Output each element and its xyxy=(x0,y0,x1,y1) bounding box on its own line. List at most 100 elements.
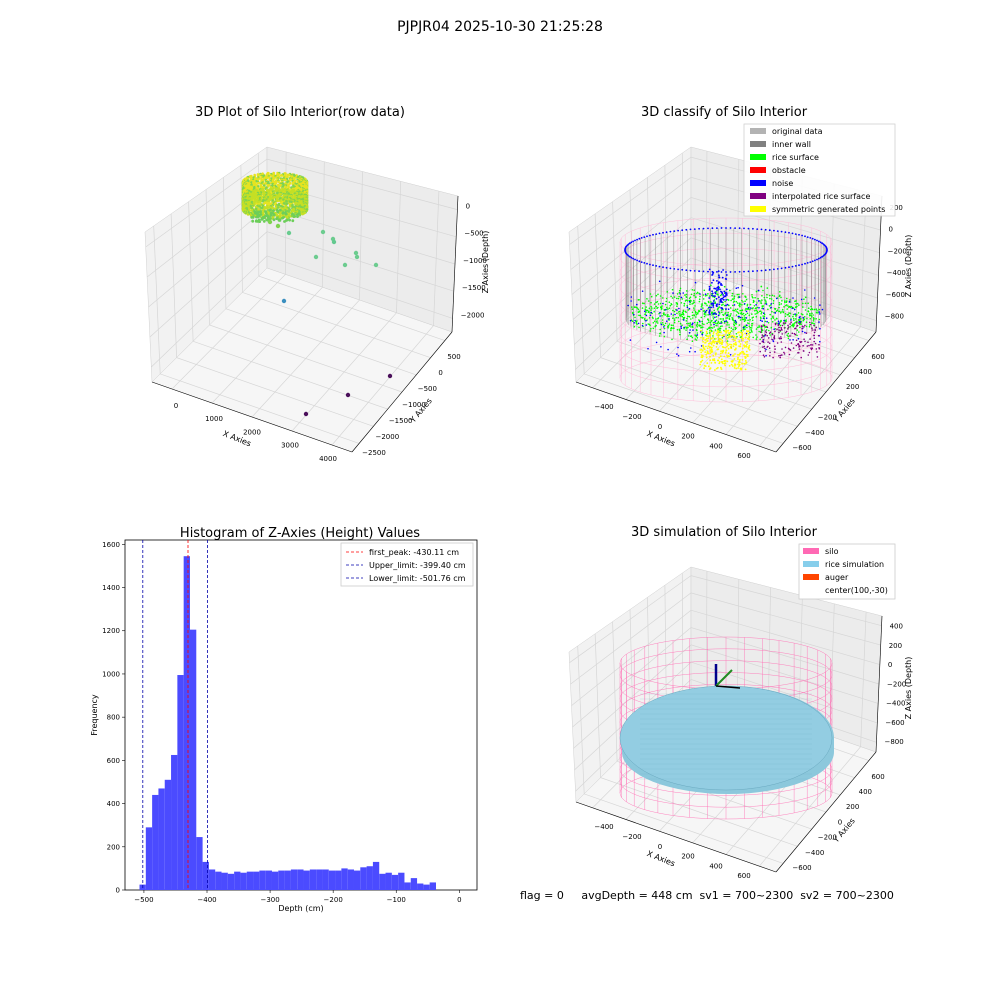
rice-surface-point xyxy=(713,309,715,312)
symmetric-point xyxy=(727,347,730,350)
x-tick-label: −400 xyxy=(197,896,216,904)
noise-point xyxy=(717,314,720,317)
rice-surface-point xyxy=(690,318,692,320)
symmetric-point xyxy=(723,330,726,333)
rice-surface-point xyxy=(631,320,634,323)
rice-surface-point xyxy=(686,317,688,320)
noise-point xyxy=(821,255,823,258)
histogram-bar xyxy=(208,869,216,890)
raw-point xyxy=(261,190,265,193)
symmetric-point xyxy=(716,329,719,332)
rice-surface-point xyxy=(672,317,674,320)
raw-outlier-point xyxy=(353,250,359,256)
rice-surface-point xyxy=(677,311,680,313)
rice-surface-point xyxy=(792,317,795,320)
noise-point xyxy=(700,308,702,311)
rice-surface-point xyxy=(741,309,744,312)
raw-point xyxy=(268,209,272,212)
rice-surface-point xyxy=(682,313,684,316)
histogram-bar xyxy=(259,870,266,890)
rice-surface-point xyxy=(787,332,790,335)
noise-point xyxy=(720,271,723,273)
simulation-plot-title: 3D simulation of Silo Interior xyxy=(631,525,818,540)
symmetric-point xyxy=(741,358,744,361)
noise-point xyxy=(712,271,715,274)
rice-surface-point xyxy=(776,309,779,312)
rice-surface-point xyxy=(759,316,762,319)
interpolated-point xyxy=(767,337,770,339)
symmetric-point xyxy=(730,360,733,363)
noise-point xyxy=(784,266,787,269)
rice-surface-point xyxy=(696,323,699,325)
noise-point xyxy=(804,235,806,238)
rice-surface-point xyxy=(678,328,681,331)
symmetric-point xyxy=(709,359,712,362)
rice-surface-point xyxy=(730,327,733,329)
rice-surface-point xyxy=(794,306,797,308)
rice-surface-point xyxy=(800,323,802,326)
z-tick-label: −400 xyxy=(887,269,906,277)
noise-point xyxy=(720,307,723,309)
rice-surface-point xyxy=(690,326,692,328)
symmetric-point xyxy=(703,367,705,370)
raw-point xyxy=(285,218,289,222)
symmetric-point xyxy=(726,338,728,340)
rice-surface-point xyxy=(701,322,704,325)
noise-point xyxy=(783,319,785,322)
symmetric-point xyxy=(717,348,720,351)
interpolated-point xyxy=(803,350,805,352)
symmetric-point xyxy=(744,341,747,344)
y-tick-label: 200 xyxy=(107,843,120,851)
x-grid-line xyxy=(331,191,440,446)
noise-point xyxy=(717,282,720,285)
z-tick-label: −200 xyxy=(888,247,907,255)
rice-surface-point xyxy=(684,294,686,296)
rice-surface-point xyxy=(663,324,666,327)
symmetric-point xyxy=(731,365,734,367)
noise-point xyxy=(790,319,792,321)
symmetric-point xyxy=(722,349,725,352)
rice-surface-point xyxy=(757,311,759,314)
rice-surface-point xyxy=(725,328,727,330)
noise-point xyxy=(729,354,732,356)
symmetric-point xyxy=(720,361,723,363)
raw-point xyxy=(291,212,294,216)
raw-point xyxy=(287,189,290,192)
rice-surface-point xyxy=(808,325,811,328)
raw-point xyxy=(297,202,301,205)
noise-point xyxy=(669,267,672,270)
rice-surface-point xyxy=(745,308,748,310)
rice-surface-point xyxy=(700,306,703,308)
noise-point xyxy=(757,300,760,302)
rice-surface-point xyxy=(696,332,699,334)
x-grid-line xyxy=(625,159,740,400)
noise-point xyxy=(734,227,736,230)
symmetric-point xyxy=(723,362,726,365)
symmetric-point xyxy=(744,332,747,335)
symmetric-point xyxy=(713,342,716,344)
raw-point xyxy=(281,211,285,215)
raw-point xyxy=(273,195,276,199)
rice-surface-point xyxy=(662,312,665,315)
interpolated-point xyxy=(764,330,767,332)
noise-point xyxy=(798,233,800,236)
rice-surface-point xyxy=(764,320,767,323)
raw-point xyxy=(265,207,268,210)
noise-point xyxy=(739,316,742,319)
y-tick-label: 800 xyxy=(107,714,120,722)
noise-point xyxy=(725,304,727,307)
noise-point xyxy=(681,229,684,232)
noise-point xyxy=(764,269,767,272)
rice-surface-point xyxy=(632,311,634,314)
rice-surface-point xyxy=(655,324,657,327)
rice-surface-point xyxy=(659,306,662,309)
interpolated-point xyxy=(778,331,780,334)
rice-surface-point xyxy=(707,314,709,316)
rice-surface-point xyxy=(738,324,741,326)
rice-surface-point xyxy=(817,312,819,314)
rice-surface-point xyxy=(703,313,706,316)
noise-point xyxy=(686,306,689,309)
symmetric-point xyxy=(709,342,712,345)
rice-surface-point xyxy=(678,291,681,294)
noise-point xyxy=(729,271,732,273)
